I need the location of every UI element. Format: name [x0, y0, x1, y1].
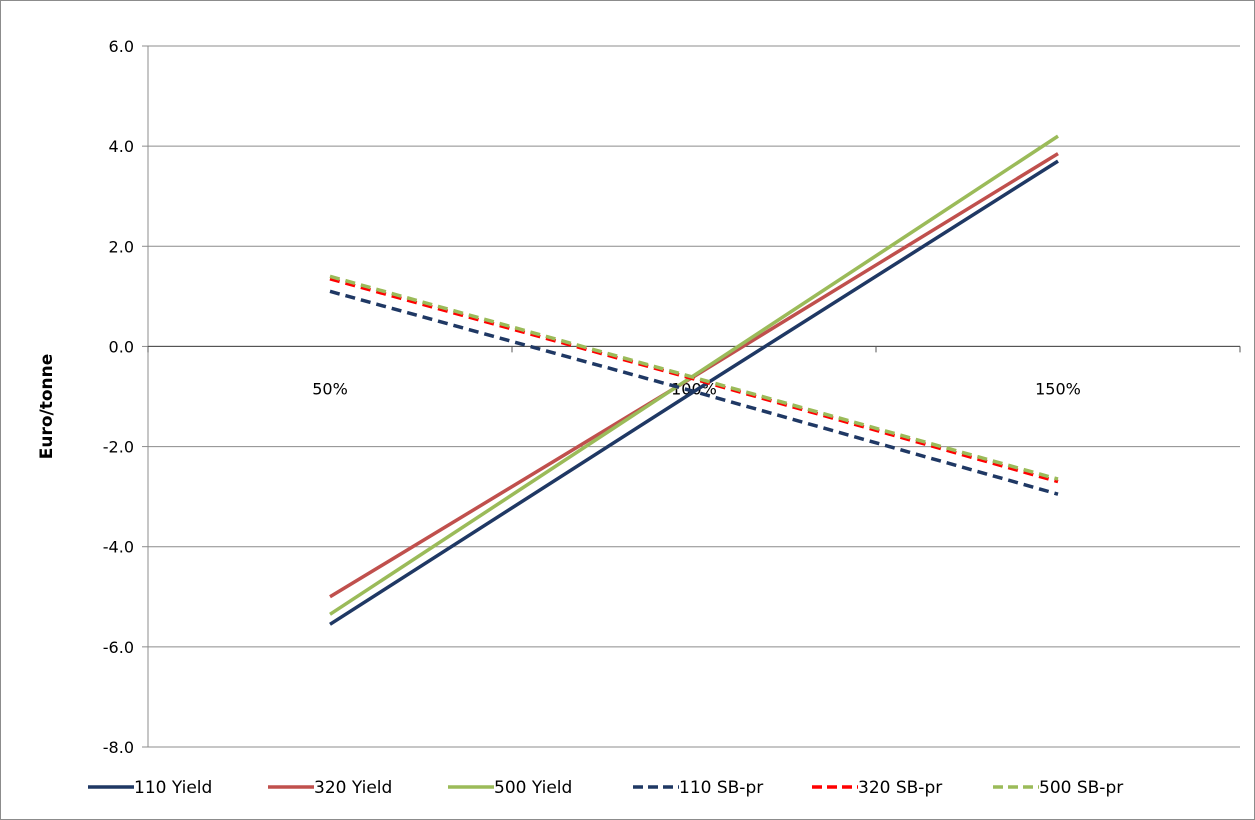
y-axis-label: Euro/tonne — [37, 354, 57, 460]
y-tick-label: 2.0 — [109, 237, 134, 256]
y-tick-label: -2.0 — [103, 438, 134, 457]
legend-label: 320 Yield — [314, 778, 392, 798]
y-tick-label: 4.0 — [109, 137, 134, 156]
y-tick-label: -8.0 — [103, 738, 134, 757]
y-tick-label: 0.0 — [109, 337, 134, 356]
series-line — [329, 134, 1059, 616]
y-tick-label: -4.0 — [103, 538, 134, 557]
y-tick-label: -6.0 — [103, 638, 134, 657]
legend-label: 500 SB-pr — [1039, 778, 1123, 798]
y-tick-label: 6.0 — [109, 37, 134, 56]
x-tick-label: 50% — [312, 379, 348, 398]
y-tick-labels: 6.0 4.0 2.0 0.0 -2.0 -4.0 -6.0 -8.0 — [103, 37, 134, 757]
legend-label: 110 SB-pr — [679, 778, 763, 798]
legend-label: 320 SB-pr — [858, 778, 942, 798]
series-lines — [329, 134, 1059, 626]
x-tick-label: 150% — [1035, 379, 1081, 398]
legend-label: 110 Yield — [134, 778, 212, 798]
axes — [142, 45, 1241, 748]
series-line — [329, 277, 1059, 484]
series-line — [329, 274, 1059, 481]
legend: 110 Yield 320 Yield 500 Yield 110 SB-pr 320 … — [88, 778, 1123, 798]
series-line — [329, 289, 1059, 496]
legend-label: 500 Yield — [494, 778, 572, 798]
